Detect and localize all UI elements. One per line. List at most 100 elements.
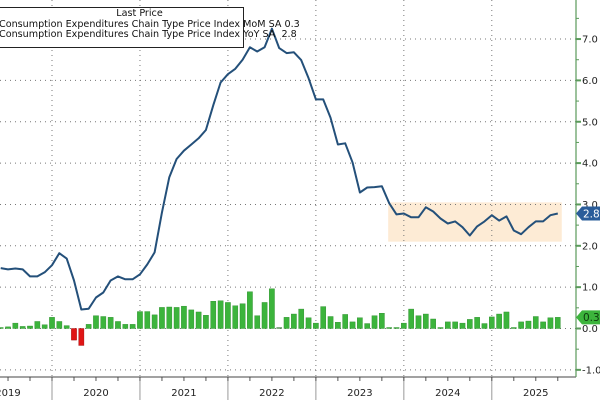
mom-bar xyxy=(437,327,444,329)
mom-bar xyxy=(415,315,422,329)
mom-bar xyxy=(195,311,202,329)
mom-bar xyxy=(225,302,231,329)
mom-bar xyxy=(518,321,524,329)
mom-bar xyxy=(107,317,114,329)
x-tick-label: 2024 xyxy=(435,388,460,399)
mom-bar xyxy=(232,305,239,329)
legend-entry-mom-name: Consumption Expenditures Chain Type Pric… xyxy=(0,18,282,30)
mom-bar xyxy=(547,317,554,329)
mom-bar xyxy=(313,322,319,329)
mom-bar xyxy=(305,317,312,329)
axes xyxy=(0,0,581,400)
mom-bar xyxy=(423,313,429,329)
mom-bar xyxy=(474,317,480,329)
x-tick-label: 2025 xyxy=(523,388,548,399)
mom-bar xyxy=(63,325,70,329)
mom-bar xyxy=(239,303,246,329)
mom-bar xyxy=(12,322,19,329)
mom-bar xyxy=(401,322,407,329)
mom-bar xyxy=(100,316,107,329)
mom-bar xyxy=(357,317,363,329)
mom-bar xyxy=(159,307,165,329)
mom-bar xyxy=(188,309,195,329)
y-tick-label: 1.0 xyxy=(582,283,598,294)
mom-bar xyxy=(291,313,297,329)
last-value-tag xyxy=(576,310,600,325)
legend-entry-yoy: Consumption Expenditures Chain Type Pric… xyxy=(0,29,297,41)
mom-bar xyxy=(144,311,151,329)
mom-bar xyxy=(181,305,187,329)
mom-bar xyxy=(489,316,495,329)
x-tick-label: 2021 xyxy=(171,388,196,399)
mom-bar xyxy=(349,321,356,329)
mom-bar xyxy=(342,314,349,329)
mom-bar xyxy=(503,311,510,329)
mom-bar xyxy=(496,313,502,329)
mom-bar xyxy=(445,321,451,329)
mom-bar xyxy=(335,322,341,329)
mom-bar xyxy=(78,328,85,346)
mom-bar xyxy=(532,316,539,329)
mom-bar xyxy=(137,311,143,329)
x-tick-label: 2020 xyxy=(83,388,108,399)
mom-bar xyxy=(554,317,561,329)
mom-bar xyxy=(34,321,41,329)
mom-bar xyxy=(41,324,48,329)
mom-bar xyxy=(327,316,334,329)
legend-entry-mom-value: 0.3 xyxy=(284,18,300,30)
y-tick-label: 7.0 xyxy=(582,35,598,46)
mom-bar xyxy=(217,300,224,329)
yoy-line xyxy=(0,27,559,311)
mom-bar xyxy=(115,321,121,329)
x-tick-label: 2022 xyxy=(259,388,284,399)
shaded-band xyxy=(388,202,562,242)
mom-bar xyxy=(459,322,466,329)
mom-bar xyxy=(379,313,385,329)
mom-bar xyxy=(129,324,136,329)
mom-bars xyxy=(0,288,561,346)
mom-bar xyxy=(166,306,173,329)
mom-bar xyxy=(320,306,327,329)
x-tick-labels: 2019 2020 2021 2022 2023 2024 2025 xyxy=(0,388,549,399)
y-tick-label: 0.0 xyxy=(582,324,598,335)
y-tick-label: 2.0 xyxy=(582,241,598,252)
mom-bar xyxy=(261,302,268,329)
x-tick-label: 2019 xyxy=(0,388,21,399)
mom-bar xyxy=(510,327,517,329)
mom-bar xyxy=(386,327,392,329)
mom-bar xyxy=(173,307,180,329)
y-tick-labels: -1.0 0.0 1.0 2.0 3.0 4.0 5.0 6.0 7.0 xyxy=(582,35,600,377)
mom-bar xyxy=(56,321,63,329)
mom-bar xyxy=(269,288,275,329)
mom-bar xyxy=(122,324,129,329)
legend-title: Last Price xyxy=(116,8,163,19)
mom-bar xyxy=(85,324,92,329)
legend-entry-mom: Consumption Expenditures Chain Type Pric… xyxy=(0,19,300,31)
mom-bar xyxy=(27,325,33,329)
y-tick-label: 5.0 xyxy=(582,117,598,128)
mom-bar xyxy=(254,315,261,329)
last-value-tag-text: 2.8 xyxy=(583,208,600,220)
mom-bar xyxy=(49,317,55,329)
mom-bar xyxy=(481,323,488,329)
mom-bar xyxy=(364,323,370,329)
last-value-tag xyxy=(576,206,600,221)
mom-bar xyxy=(93,315,99,329)
mom-bar xyxy=(71,328,77,341)
y-tick-label: 6.0 xyxy=(582,76,598,87)
mom-bar xyxy=(203,315,209,329)
mom-bar xyxy=(408,308,414,329)
x-tick-label: 2023 xyxy=(347,388,372,399)
y-tick-label: 4.0 xyxy=(582,159,598,170)
last-value-tags: 2.8 0.3 xyxy=(576,206,600,325)
legend: Last Price Consumption Expenditures Chai… xyxy=(0,7,300,48)
mom-bar xyxy=(467,319,473,329)
last-value-tag-text: 0.3 xyxy=(583,312,600,324)
mom-bar xyxy=(540,321,546,329)
y-tick-label: 3.0 xyxy=(582,200,598,211)
mom-bar xyxy=(371,315,378,329)
mom-bar xyxy=(393,327,400,329)
mom-bar xyxy=(276,327,283,329)
mom-bar xyxy=(430,318,436,329)
